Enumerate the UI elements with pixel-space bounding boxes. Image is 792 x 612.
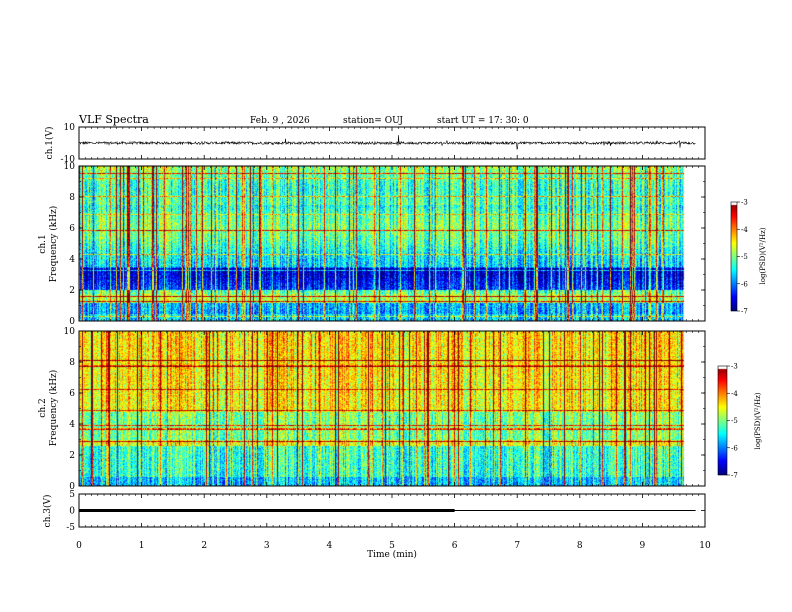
x-tick-label: 3 — [264, 541, 270, 551]
colorbar-tick-label: -4 — [731, 390, 738, 398]
ch1-spectrogram-image — [79, 166, 693, 321]
y-tick-label: 4 — [69, 255, 75, 265]
ch1-frequency-ylabel: Frequency (kHz) — [48, 206, 59, 283]
x-tick-label: 4 — [327, 541, 333, 551]
ch2-frequency-ylabel: Frequency (kHz) — [48, 370, 59, 447]
colorbar-tick-label: -5 — [741, 253, 748, 261]
colorbar-tick-label: -3 — [741, 199, 748, 207]
x-tick-label: 10 — [699, 541, 711, 551]
y-tick-label: 2 — [69, 451, 75, 461]
ch2-spectrogram-panel: 0 2 4 6 8 10 — [64, 327, 706, 492]
ch3-trace-ylabel: ch.3(V) — [42, 495, 53, 528]
colorbar-tick-label: -3 — [731, 363, 738, 371]
station-label: station= OUJ — [343, 116, 403, 126]
y-tick-label: 6 — [69, 224, 75, 234]
date-label: Feb. 9 , 2026 — [250, 116, 310, 126]
ch1-colorbar: log(PSD)(V²/Hz) -3 -4 -5 -6 -7 — [730, 199, 767, 316]
time-axis: Time (min) 0 1 2 3 4 5 6 7 8 9 10 — [76, 541, 711, 560]
y-tick-label: 4 — [69, 420, 75, 430]
y-tick-label: 8 — [69, 193, 75, 203]
ch3-trace-panel: 5 0 -5 — [66, 490, 706, 533]
figure-title: VLF Spectra — [78, 113, 149, 126]
y-tick-label: 2 — [69, 286, 75, 296]
colorbar-tick-label: -7 — [731, 472, 738, 480]
y-tick-label: -10 — [61, 155, 76, 165]
y-tick-label: 6 — [69, 389, 75, 399]
x-tick-label: 9 — [640, 541, 646, 551]
y-tick-label: 0 — [69, 317, 75, 327]
y-tick-label: 10 — [64, 162, 76, 172]
ch2-colorbar-gradient — [718, 366, 727, 475]
ch2-spectrogram-ylabel: ch.2 — [38, 398, 48, 417]
x-tick-label: 6 — [452, 541, 458, 551]
y-tick-label: -5 — [66, 523, 75, 533]
ch1-waveform-line — [78, 135, 696, 150]
colorbar-tick-label: -6 — [731, 444, 738, 452]
y-tick-label: 0 — [69, 482, 75, 492]
ch1-spectrogram-panel: 0 2 4 6 8 10 — [64, 162, 706, 327]
y-tick-label: 8 — [69, 358, 75, 368]
x-tick-label: 7 — [514, 541, 520, 551]
colorbar-tick-label: -4 — [741, 226, 748, 234]
ch1-spectrogram-ylabel: ch.1 — [38, 234, 48, 253]
x-tick-label: 1 — [139, 541, 145, 551]
start-time-label: start UT = 17: 30: 0 — [437, 116, 529, 126]
y-tick-label: 10 — [64, 123, 76, 133]
colorbar-tick-label: -6 — [741, 280, 748, 288]
ch1-waveform-ylabel: ch.1(V) — [44, 127, 55, 160]
ch1-colorbar-label: log(PSD)(V²/Hz) — [759, 227, 767, 284]
x-tick-label: 2 — [201, 541, 207, 551]
x-tick-label: 5 — [389, 541, 395, 551]
y-tick-label: 10 — [64, 327, 76, 337]
y-tick-label: 5 — [69, 490, 75, 500]
y-tick-label: 0 — [69, 507, 75, 517]
x-tick-label: 0 — [76, 541, 82, 551]
x-tick-label: 8 — [577, 541, 583, 551]
ch2-colorbar-label: log(PSD)(V²/Hz) — [754, 392, 762, 449]
colorbar-tick-label: -7 — [741, 308, 748, 316]
colorbar-tick-label: -5 — [731, 417, 738, 425]
ch2-colorbar: log(PSD)(V²/Hz) -3 -4 -5 -6 -7 — [717, 363, 762, 480]
x-axis-label: Time (min) — [367, 549, 417, 560]
ch1-waveform-panel: 10 -10 — [61, 123, 706, 165]
ch2-spectrogram-image — [79, 331, 693, 486]
ch1-colorbar-gradient — [731, 202, 737, 311]
